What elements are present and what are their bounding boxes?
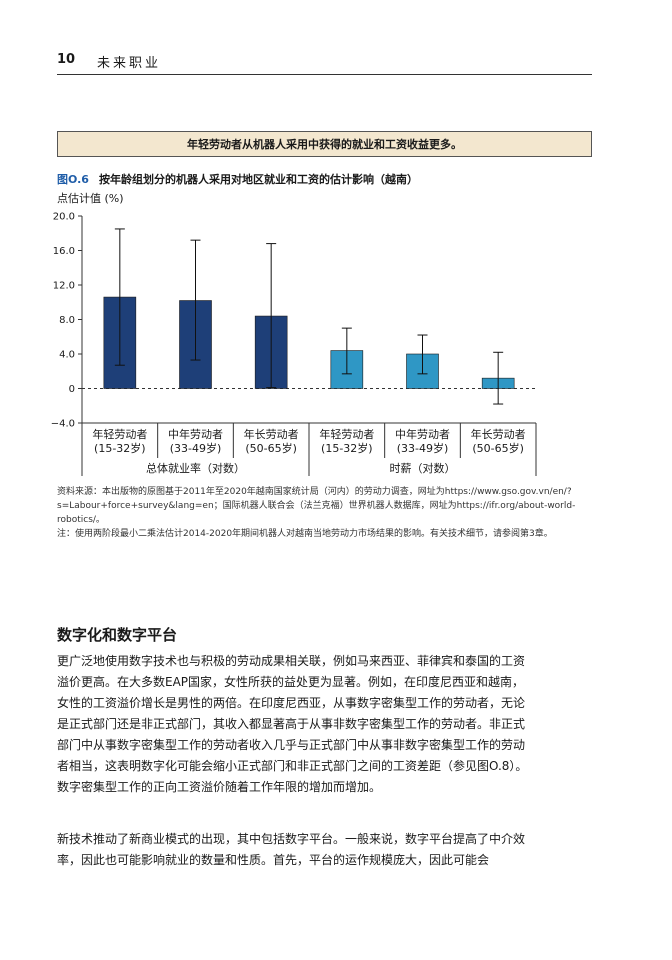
y-tick-label: 8.0 <box>59 315 75 326</box>
category-label: 中年劳动者 <box>395 427 450 441</box>
figure-notes: 资料来源：本出版物的原图基于2011年至2020年越南国家统计局（河内）的劳动力… <box>57 485 592 541</box>
category-label: 年长劳动者 <box>471 427 526 441</box>
group-label: 时薪（对数） <box>390 461 456 475</box>
body-paragraph-2: 新技术推动了新商业模式的出现，其中包括数字平台。一般来说，数字平台提高了中介效率… <box>57 832 526 867</box>
figure-label: 图O.6 <box>57 173 89 186</box>
y-tick-label: 12.0 <box>53 281 75 292</box>
group-label: 总体就业率（对数） <box>146 461 245 475</box>
figure-banner: 年轻劳动者从机器人采用中获得的就业和工资收益更多。 <box>57 131 592 157</box>
y-tick-label: 16.0 <box>53 246 75 257</box>
method-note: 注：使用两阶段最小二乘法估计2014-2020年期间机器人对越南当地劳动力市场结… <box>57 529 553 539</box>
category-label: 年轻劳动者 <box>319 427 374 441</box>
category-sublabel: (15-32岁) <box>321 441 373 455</box>
section-heading: 数字化和数字平台 <box>57 626 178 644</box>
category-label: 中年劳动者 <box>168 427 223 441</box>
category-label: 年轻劳动者 <box>92 427 147 441</box>
figure-title: 图O.6 按年龄组划分的机器人采用对地区就业和工资的估计影响（越南） <box>57 171 418 187</box>
category-sublabel: (33-49岁) <box>170 441 222 455</box>
y-tick-label: −4.0 <box>51 419 75 430</box>
category-sublabel: (15-32岁) <box>94 441 146 455</box>
bar-chart: 20.016.012.08.04.00−4.0年轻劳动者(15-32岁)中年劳动… <box>51 212 537 476</box>
category-sublabel: (33-49岁) <box>397 441 449 455</box>
y-axis-title: 点估计值 (%) <box>57 192 124 205</box>
running-title: 未来职业 <box>97 56 162 71</box>
category-sublabel: (50-65岁) <box>472 441 524 455</box>
y-tick-label: 20.0 <box>53 212 75 223</box>
figure-title-text: 按年龄组划分的机器人采用对地区就业和工资的估计影响（越南） <box>98 173 418 186</box>
y-tick-label: 0 <box>69 384 75 395</box>
category-sublabel: (50-65岁) <box>245 441 297 455</box>
page-header: 10 未来职业 <box>57 52 592 75</box>
source-note: 资料来源：本出版物的原图基于2011年至2020年越南国家统计局（河内）的劳动力… <box>57 487 576 525</box>
banner-text: 年轻劳动者从机器人采用中获得的就业和工资收益更多。 <box>187 138 462 151</box>
category-label: 年长劳动者 <box>244 427 299 441</box>
y-tick-label: 4.0 <box>59 350 75 361</box>
body-paragraph-1: 更广泛地使用数字技术也与积极的劳动成果相关联，例如马来西亚、菲律宾和泰国的工资溢… <box>57 654 528 794</box>
page-number: 10 <box>57 52 76 67</box>
